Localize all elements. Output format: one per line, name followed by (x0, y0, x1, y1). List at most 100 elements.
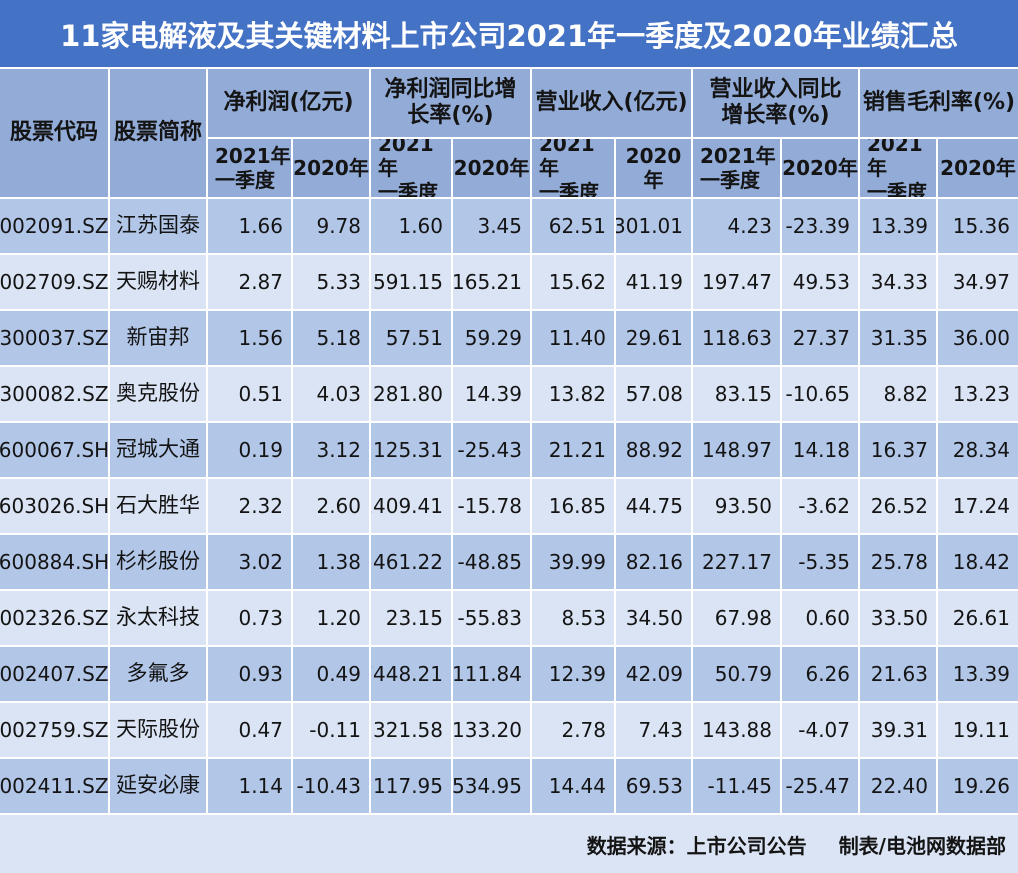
value-cell: 0.93 (208, 647, 291, 701)
value-cell: 117.95 (371, 759, 451, 813)
value-cell: 13.23 (938, 367, 1018, 421)
value-cell: 83.15 (693, 367, 780, 421)
value-cell: 12.39 (532, 647, 614, 701)
stock-name-cell: 多氟多 (110, 647, 206, 701)
stock-code-cell: 300082.SZ (0, 367, 108, 421)
value-cell: 0.49 (293, 647, 369, 701)
subcol-net-profit-2021q1: 2021年 一季度 (208, 139, 291, 197)
col-header-stock-code: 股票代码 (0, 69, 108, 197)
value-cell: -4.07 (782, 703, 858, 757)
stock-name-cell: 江苏国泰 (110, 199, 206, 253)
value-cell: 21.21 (532, 423, 614, 477)
stock-name-cell: 天赐材料 (110, 255, 206, 309)
value-cell: 13.39 (860, 199, 936, 253)
value-cell: 143.88 (693, 703, 780, 757)
value-cell: -25.47 (782, 759, 858, 813)
value-cell: -55.83 (453, 591, 530, 645)
value-cell: 36.00 (938, 311, 1018, 365)
value-cell: -10.65 (782, 367, 858, 421)
subcol-revenue-2020: 2020年 (616, 139, 691, 197)
value-cell: -133.20 (453, 703, 530, 757)
stock-code-cell: 002091.SZ (0, 199, 108, 253)
value-cell: 67.98 (693, 591, 780, 645)
value-cell: 14.18 (782, 423, 858, 477)
value-cell: 5.18 (293, 311, 369, 365)
data-source-label: 数据来源：上市公司公告 (586, 833, 807, 858)
col-group-gross-margin: 销售毛利率(%) (860, 69, 1018, 137)
value-cell: 25.78 (860, 535, 936, 589)
value-cell: 82.16 (616, 535, 691, 589)
value-cell: 16.37 (860, 423, 936, 477)
value-cell: 2.87 (208, 255, 291, 309)
stock-code-cell: 002759.SZ (0, 703, 108, 757)
value-cell: 0.60 (782, 591, 858, 645)
value-cell: 18.42 (938, 535, 1018, 589)
value-cell: 227.17 (693, 535, 780, 589)
value-cell: 49.53 (782, 255, 858, 309)
stock-name-cell: 延安必康 (110, 759, 206, 813)
page-title: 11家电解液及其关键材料上市公司2021年一季度及2020年业绩汇总 (60, 18, 958, 53)
subcol-net-profit-2020: 2020年 (293, 139, 369, 197)
value-cell: 27.37 (782, 311, 858, 365)
value-cell: 42.09 (616, 647, 691, 701)
stock-name-cell: 杉杉股份 (110, 535, 206, 589)
subcol-profit-growth-2020: 2020年 (453, 139, 530, 197)
value-cell: -534.95 (453, 759, 530, 813)
value-cell: 14.44 (532, 759, 614, 813)
value-cell: 2.60 (293, 479, 369, 533)
value-cell: 57.51 (371, 311, 451, 365)
value-cell: 26.61 (938, 591, 1018, 645)
value-cell: 11.40 (532, 311, 614, 365)
value-cell: 17.24 (938, 479, 1018, 533)
value-cell: -3.62 (782, 479, 858, 533)
subcol-revenue-growth-2021q1: 2021年 一季度 (693, 139, 780, 197)
value-cell: -15.78 (453, 479, 530, 533)
value-cell: 321.58 (371, 703, 451, 757)
value-cell: 26.52 (860, 479, 936, 533)
col-group-net-profit-growth: 净利润同比增 长率(%) (371, 69, 530, 137)
value-cell: 41.19 (616, 255, 691, 309)
value-cell: 13.39 (938, 647, 1018, 701)
value-cell: 0.73 (208, 591, 291, 645)
value-cell: 1.56 (208, 311, 291, 365)
subcol-revenue-2021q1: 2021年 一季度 (532, 139, 614, 197)
value-cell: 4.03 (293, 367, 369, 421)
stock-name-cell: 冠城大通 (110, 423, 206, 477)
value-cell: 3165.21 (453, 255, 530, 309)
value-cell: 6.26 (782, 647, 858, 701)
value-cell: 39.99 (532, 535, 614, 589)
stock-name-cell: 石大胜华 (110, 479, 206, 533)
stock-name-cell: 永太科技 (110, 591, 206, 645)
value-cell: 7448.21 (371, 647, 451, 701)
credit-label: 制表/电池网数据部 (838, 833, 1006, 858)
value-cell: 148.97 (693, 423, 780, 477)
value-cell: 197.47 (693, 255, 780, 309)
value-cell: 8.53 (532, 591, 614, 645)
value-cell: 93.50 (693, 479, 780, 533)
value-cell: 125.31 (371, 423, 451, 477)
value-cell: -48.85 (453, 535, 530, 589)
footer-bar: 数据来源：上市公司公告 制表/电池网数据部 (0, 815, 1018, 873)
stock-code-cell: 002411.SZ (0, 759, 108, 813)
value-cell: 21.63 (860, 647, 936, 701)
value-cell: 4.23 (693, 199, 780, 253)
value-cell: 3.45 (453, 199, 530, 253)
value-cell: 34.33 (860, 255, 936, 309)
value-cell: -0.11 (293, 703, 369, 757)
value-cell: 44.75 (616, 479, 691, 533)
value-cell: 88.92 (616, 423, 691, 477)
value-cell: 34.50 (616, 591, 691, 645)
value-cell: 16.85 (532, 479, 614, 533)
value-cell: -10.43 (293, 759, 369, 813)
value-cell: 111.84 (453, 647, 530, 701)
value-cell: 15.36 (938, 199, 1018, 253)
col-group-revenue-growth: 营业收入同比 增长率(%) (693, 69, 858, 137)
value-cell: 28.34 (938, 423, 1018, 477)
value-cell: 1.60 (371, 199, 451, 253)
value-cell: 39.31 (860, 703, 936, 757)
value-cell: 281.80 (371, 367, 451, 421)
col-header-stock-name: 股票简称 (110, 69, 206, 197)
value-cell: 69.53 (616, 759, 691, 813)
value-cell: 591.15 (371, 255, 451, 309)
